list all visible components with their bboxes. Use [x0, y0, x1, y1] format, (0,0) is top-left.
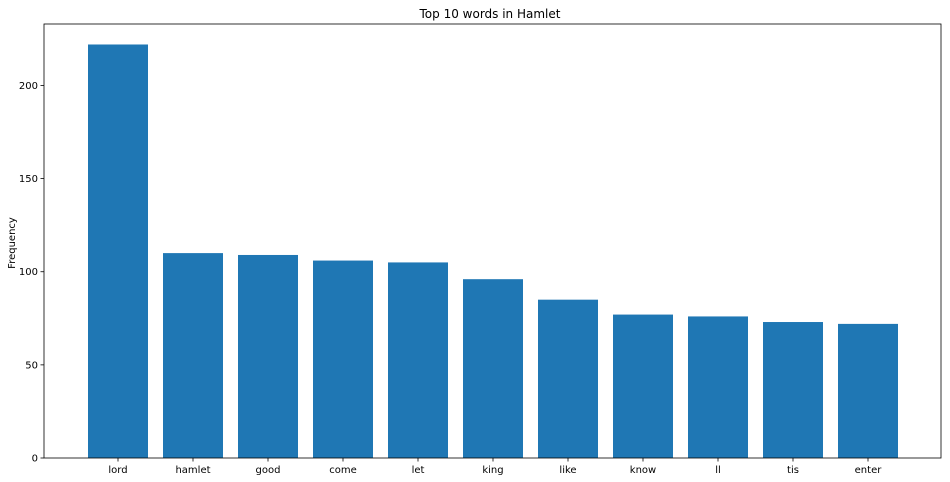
x-tick-label: like — [559, 465, 576, 476]
x-tick-label: know — [630, 465, 656, 476]
y-tick-label: 200 — [19, 81, 38, 92]
bar-good — [238, 254, 298, 458]
x-tick-label: king — [482, 465, 503, 476]
x-tick-label: enter — [855, 465, 883, 476]
y-tick-label: 0 — [32, 454, 38, 465]
y-tick-label: 150 — [19, 174, 38, 185]
x-tick-label: let — [412, 465, 425, 476]
y-tick-label: 50 — [25, 360, 38, 371]
bar-king — [463, 279, 523, 458]
bar-tis — [763, 322, 823, 458]
x-tick-label: tis — [787, 465, 799, 476]
x-tick-label: good — [256, 465, 281, 476]
bar-know — [613, 314, 673, 458]
chart-title: Top 10 words in Hamlet — [419, 7, 561, 21]
bar-lord — [88, 44, 148, 459]
bars-group — [88, 44, 898, 459]
x-tick-label: lord — [108, 465, 127, 476]
y-axis-ticks: 0 50 100 150 200 — [19, 81, 44, 465]
x-tick-label: come — [329, 465, 357, 476]
plot-frame — [43, 23, 942, 459]
bar-let — [388, 262, 448, 458]
bar-enter — [838, 323, 898, 458]
bar-hamlet — [163, 253, 223, 458]
y-axis-label: Frequency — [7, 217, 18, 269]
bar-ll — [688, 316, 748, 458]
bar-like — [538, 299, 598, 458]
x-tick-label: hamlet — [175, 465, 210, 476]
y-tick-label: 100 — [19, 267, 38, 278]
bar-come — [313, 260, 373, 458]
x-tick-label: ll — [715, 465, 721, 476]
x-axis-ticks: lord hamlet good come let king like know ll tis en… — [108, 458, 882, 476]
